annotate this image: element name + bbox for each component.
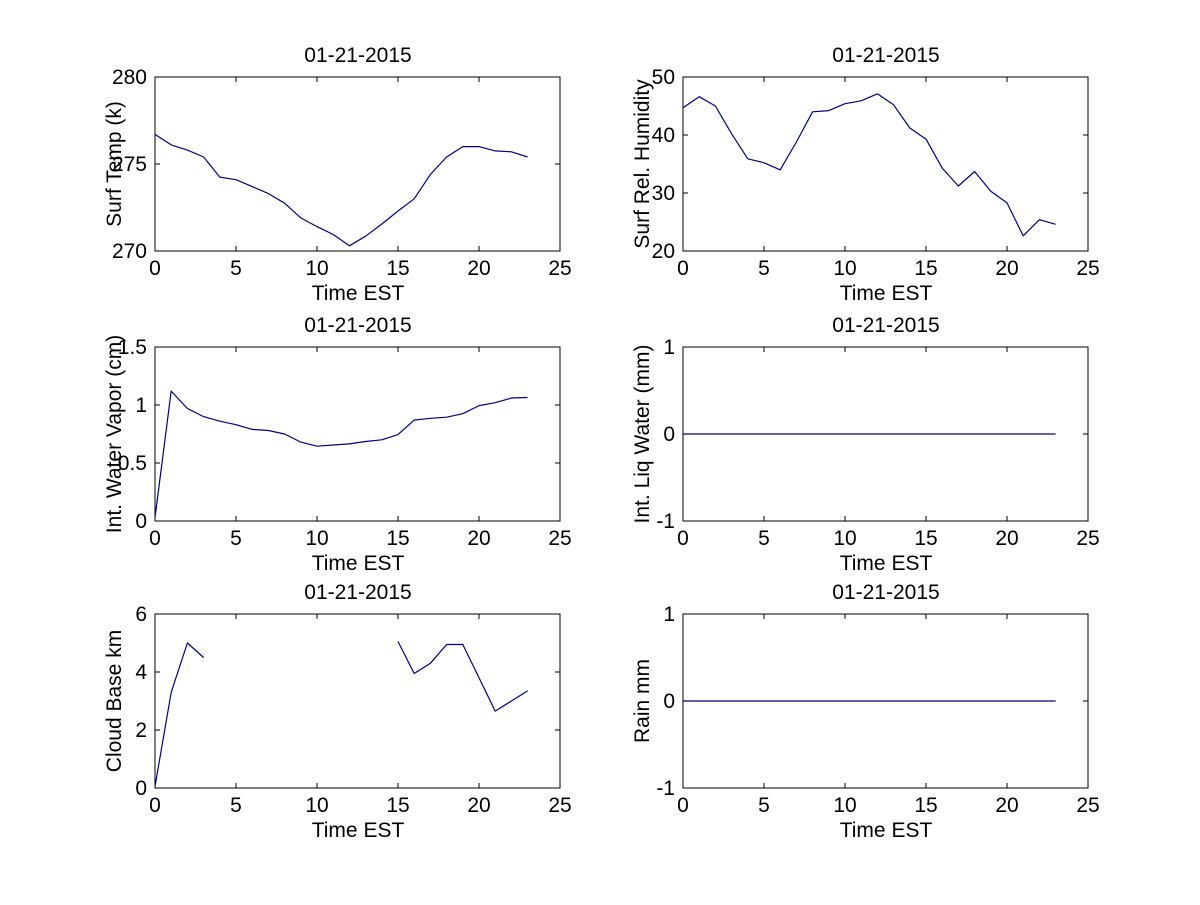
- x-tick-label: 0: [677, 794, 689, 817]
- axes-area: 0 5 10 15 20 25-101: [656, 603, 1099, 817]
- y-tick-label: 1: [663, 603, 675, 626]
- plot-box: [154, 346, 561, 522]
- y-tick-label: 1.5: [118, 336, 147, 359]
- x-tick-label: 5: [230, 257, 242, 280]
- x-tick-label: 10: [833, 794, 856, 817]
- x-tick-label: 25: [1076, 257, 1099, 280]
- y-axis-label: Surf Temp (k): [103, 101, 126, 227]
- y-tick-label: 270: [112, 240, 147, 263]
- x-tick-label: 10: [305, 527, 328, 550]
- x-axis-label: Time EST: [312, 819, 405, 842]
- x-tick-label: 10: [833, 257, 856, 280]
- x-axis-label: Time EST: [840, 282, 933, 305]
- y-tick-label: 40: [652, 124, 675, 147]
- subplot-surf-temp: 01-21-2015 Time EST Surf Temp (k) 0 5 10 15…: [103, 44, 572, 305]
- x-tick-label: 25: [548, 257, 571, 280]
- y-axis-label: Int. Liq Water (mm): [631, 345, 654, 524]
- x-tick-label: 20: [467, 527, 490, 550]
- data-line-surface-temperature: [154, 133, 528, 247]
- y-tick-label: 2: [135, 719, 147, 742]
- y-axis-label: Cloud Base km: [103, 630, 126, 772]
- subplot-title: 01-21-2015: [304, 581, 411, 604]
- x-axis-label: Time EST: [312, 282, 405, 305]
- x-tick-label: 25: [548, 527, 571, 550]
- x-tick-label: 15: [914, 794, 937, 817]
- y-tick-label: 50: [652, 66, 675, 89]
- x-tick-label: 5: [758, 794, 770, 817]
- subplot-int-water-vapor: 01-21-2015 Time EST Int. Water Vapor (cm…: [103, 314, 572, 575]
- y-tick-label: 1: [663, 336, 675, 359]
- y-tick-label: 0: [663, 423, 675, 446]
- y-tick-label: 275: [112, 153, 147, 176]
- data-line-cloud-base-early-segment: [154, 642, 205, 787]
- plot-box: [154, 613, 561, 789]
- subplot-title: 01-21-2015: [832, 314, 939, 337]
- x-tick-label: 10: [833, 527, 856, 550]
- x-tick-label: 25: [1076, 527, 1099, 550]
- x-tick-label: 0: [149, 257, 161, 280]
- plot-box: [682, 76, 1089, 252]
- y-tick-label: 280: [112, 66, 147, 89]
- y-tick-label: 0.5: [118, 452, 147, 475]
- y-tick-label: -1: [656, 777, 675, 800]
- axes-area: 0 5 10 15 20 25 0 2 4 6: [135, 603, 571, 817]
- x-tick-label: 20: [467, 257, 490, 280]
- x-axis-label: Time EST: [840, 552, 933, 575]
- subplot-title: 01-21-2015: [304, 44, 411, 67]
- x-tick-label: 10: [305, 794, 328, 817]
- y-tick-label: 1: [135, 394, 147, 417]
- x-tick-label: 0: [149, 794, 161, 817]
- x-axis-label: Time EST: [312, 552, 405, 575]
- x-tick-label: 20: [995, 794, 1018, 817]
- y-tick-label: 6: [135, 603, 147, 626]
- x-tick-label: 0: [149, 527, 161, 550]
- x-tick-label: 10: [305, 257, 328, 280]
- axes-area: 0 5 10 15 20 25 20 30 40 50: [652, 66, 1100, 280]
- x-tick-label: 5: [758, 527, 770, 550]
- x-tick-label: 0: [677, 257, 689, 280]
- axes-area: 0 5 10 15 20 25 270 275 280: [112, 66, 572, 280]
- y-tick-label: 0: [663, 690, 675, 713]
- x-tick-label: 20: [995, 257, 1018, 280]
- subplot-title: 01-21-2015: [832, 581, 939, 604]
- y-tick-label: 4: [135, 661, 147, 684]
- x-tick-label: 5: [230, 527, 242, 550]
- subplot-title: 01-21-2015: [832, 44, 939, 67]
- subplot-surf-rel-humidity: 01-21-2015 Time EST Surf Rel. Humidity 0…: [631, 44, 1100, 305]
- y-tick-label: -1: [656, 510, 675, 533]
- y-tick-label: 0: [135, 777, 147, 800]
- axes-area: 0 5 10 15 20 25-101: [656, 336, 1099, 550]
- x-tick-label: 25: [548, 794, 571, 817]
- subplot-rain: 01-21-2015 Time EST Rain mm 0 5 10 15 20 25-1…: [631, 581, 1100, 842]
- subplot-title: 01-21-2015: [304, 314, 411, 337]
- y-tick-label: 30: [652, 182, 675, 205]
- y-tick-label: 0: [135, 510, 147, 533]
- x-tick-label: 20: [467, 794, 490, 817]
- y-tick-label: 20: [652, 240, 675, 263]
- data-line-surface-relative-humidity: [682, 93, 1056, 237]
- data-line-integrated-water-vapor: [154, 390, 528, 518]
- subplot-int-liq-water: 01-21-2015 Time EST Int. Liq Water (mm) …: [631, 314, 1100, 575]
- plot-box: [154, 76, 561, 252]
- x-tick-label: 15: [386, 527, 409, 550]
- x-tick-label: 5: [230, 794, 242, 817]
- x-tick-label: 15: [386, 794, 409, 817]
- x-tick-label: 15: [914, 527, 937, 550]
- y-axis-label: Int. Water Vapor (cm): [103, 335, 126, 533]
- x-tick-label: 0: [677, 527, 689, 550]
- x-tick-label: 15: [386, 257, 409, 280]
- y-axis-label: Rain mm: [631, 659, 654, 743]
- x-tick-label: 15: [914, 257, 937, 280]
- subplot-cloud-base: 01-21-2015 Time EST Cloud Base km 0 5 10 15…: [103, 581, 572, 842]
- data-line-cloud-base-late-segment: [397, 641, 528, 712]
- y-axis-label: Surf Rel. Humidity: [631, 79, 654, 249]
- x-axis-label: Time EST: [840, 819, 933, 842]
- x-tick-label: 25: [1076, 794, 1099, 817]
- x-tick-label: 5: [758, 257, 770, 280]
- axes-area: 0 5 10 15 20 25 0 0.5 1 1.5: [118, 336, 572, 550]
- x-tick-label: 20: [995, 527, 1018, 550]
